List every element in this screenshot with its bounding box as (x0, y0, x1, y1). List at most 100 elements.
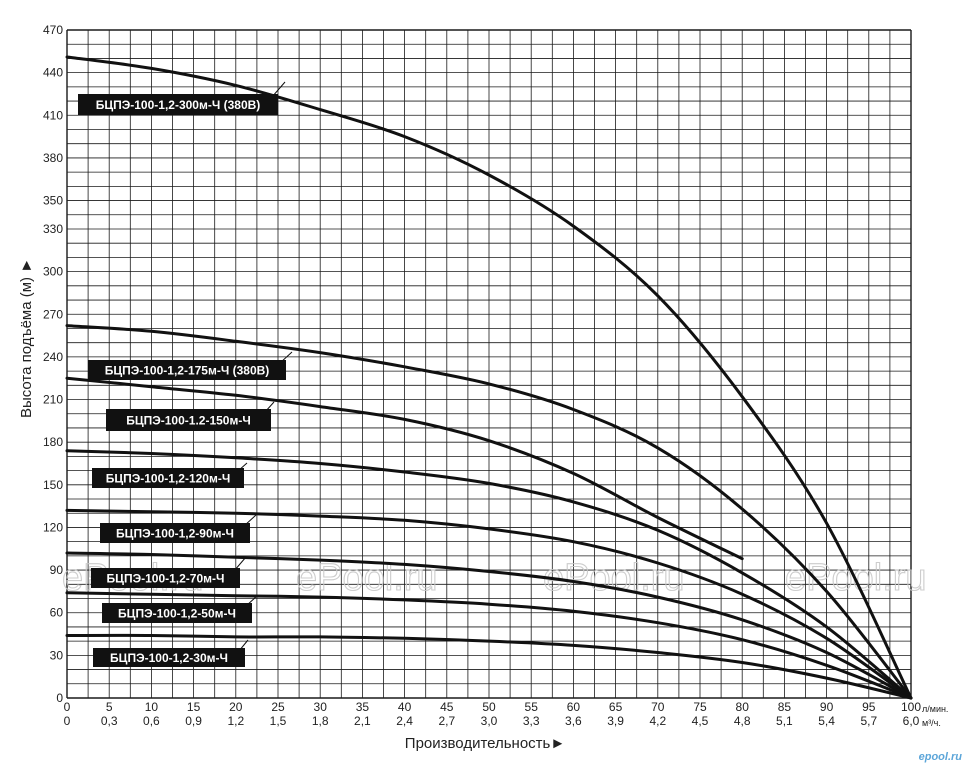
y-tick-label: 270 (43, 307, 63, 321)
series-label-box (92, 468, 244, 488)
x-tick-label: 100 (901, 700, 921, 714)
x2-tick-label: 4,8 (734, 714, 751, 728)
y-tick-label: 300 (43, 265, 63, 279)
x-tick-label: 70 (651, 700, 665, 714)
series-line-6 (65, 551, 913, 700)
x-tick-label: 90 (820, 700, 834, 714)
series-line-5 (65, 508, 913, 700)
y-tick-label: 0 (56, 691, 63, 705)
y-axis-title: Высота подъёма (м) ► (18, 258, 35, 418)
x2-tick-label: 3,0 (481, 714, 498, 728)
y-tick-label: 210 (43, 393, 63, 407)
x2-tick-label: 5,1 (776, 714, 793, 728)
x-tick-label: 95 (862, 700, 876, 714)
y-tick-label: 90 (50, 563, 64, 577)
series-label-box (100, 523, 250, 543)
x2-tick-label: 5,7 (860, 714, 877, 728)
series-line-3 (65, 376, 744, 561)
series-line-1 (65, 55, 913, 700)
series-label-7: БЦПЭ-100-1,2-50м-Ч (102, 595, 258, 623)
x-tick-label: 50 (482, 700, 496, 714)
series-labels: БЦПЭ-100-1,2-300м-Ч (380В) БЦПЭ-100-1,2-1… (78, 81, 293, 667)
x2-unit-label: м³/ч. (922, 718, 941, 728)
x2-tick-label: 6,0 (903, 714, 920, 728)
y-axis-ticks: 0 30 60 90 120 150 180 210 240 270 300 330 350 380 410… (43, 23, 63, 705)
x2-tick-label: 0 (64, 714, 71, 728)
series-line-2 (65, 324, 913, 700)
x2-axis-ticks: 0 0,3 0,6 0,9 1,2 1,5 1,8 2,1 2,4 2,7 3,0 3,3 3,6 3,9… (64, 714, 920, 728)
x2-tick-label: 1,2 (227, 714, 244, 728)
x-tick-label: 40 (398, 700, 412, 714)
x-tick-label: 80 (736, 700, 750, 714)
x-tick-label: 30 (314, 700, 328, 714)
x2-tick-label: 5,4 (818, 714, 835, 728)
series-label-8: БЦПЭ-100-1,2-30м-Ч (93, 639, 249, 667)
x2-tick-label: 3,9 (607, 714, 624, 728)
x-unit-label: л/мин. (922, 704, 948, 714)
series-label-3: БЦПЭ-100-1.2-150м-Ч (106, 401, 275, 431)
x-tick-label: 45 (440, 700, 454, 714)
x-tick-label: 35 (356, 700, 370, 714)
x2-tick-label: 4,2 (649, 714, 666, 728)
y-tick-label: 30 (50, 648, 64, 662)
x-tick-label: 20 (229, 700, 243, 714)
x2-tick-label: 2,7 (438, 714, 455, 728)
series-label-text: БЦПЭ-100-1,2-50м-Ч (118, 607, 236, 621)
x-tick-label: 15 (187, 700, 201, 714)
series-label-text: БЦПЭ-100-1,2-30м-Ч (110, 651, 228, 665)
x-tick-label: 85 (778, 700, 792, 714)
x2-tick-label: 1,5 (270, 714, 287, 728)
x-tick-label: 75 (693, 700, 707, 714)
series-label-text: БЦПЭ-100-1,2-175м-Ч (380В) (105, 364, 270, 378)
x2-tick-label: 0,3 (101, 714, 118, 728)
y-tick-label: 350 (43, 194, 63, 208)
series-label-6: БЦПЭ-100-1,2-70м-Ч (91, 556, 247, 588)
x2-tick-label: 2,1 (354, 714, 371, 728)
series-lines (65, 55, 913, 700)
x-tick-label: 0 (64, 700, 71, 714)
series-label-2: БЦПЭ-100-1,2-175м-Ч (380В) (88, 351, 293, 380)
y-tick-label: 330 (43, 222, 63, 236)
y-tick-label: 380 (43, 151, 63, 165)
series-label-box (93, 648, 245, 667)
y-tick-label: 470 (43, 23, 63, 37)
series-line-7 (65, 591, 913, 700)
series-label-text: БЦПЭ-100-1,2-90м-Ч (116, 527, 234, 541)
x2-tick-label: 3,3 (523, 714, 540, 728)
y-tick-label: 150 (43, 478, 63, 492)
series-label-box (91, 568, 240, 588)
y-tick-label: 60 (50, 606, 64, 620)
series-label-text: БЦПЭ-100-1,2-120м-Ч (106, 472, 231, 486)
brand-logo: epool.ru (919, 751, 963, 763)
x2-tick-label: 0,6 (143, 714, 160, 728)
y-tick-label: 180 (43, 435, 63, 449)
x-tick-label: 55 (525, 700, 539, 714)
x-tick-label: 25 (271, 700, 285, 714)
y-tick-label: 120 (43, 520, 63, 534)
x-axis-ticks: 0 5 10 15 20 25 30 35 40 45 50 55 60 65 70 75 80 85 90 95 10… (64, 700, 922, 714)
x-tick-label: 60 (567, 700, 581, 714)
y-tick-label: 240 (43, 350, 63, 364)
series-label-5: БЦПЭ-100-1,2-90м-Ч (100, 514, 257, 543)
x-axis-title: Производительность► (405, 735, 565, 752)
y-tick-label: 440 (43, 66, 63, 80)
series-label-text: БЦПЭ-100-1,2-70м-Ч (107, 572, 225, 586)
x2-tick-label: 3,6 (565, 714, 582, 728)
series-label-text: БЦПЭ-100-1.2-150м-Ч (126, 414, 251, 428)
series-label-box (102, 603, 252, 623)
series-label-box (78, 94, 278, 115)
series-label-text: БЦПЭ-100-1,2-300м-Ч (380В) (96, 98, 261, 112)
series-label-box (106, 409, 271, 431)
x2-tick-label: 1,8 (312, 714, 329, 728)
series-line-8 (65, 633, 913, 700)
x2-tick-label: 0,9 (185, 714, 202, 728)
series-label-4: БЦПЭ-100-1,2-120м-Ч (92, 462, 248, 488)
series-label-1: БЦПЭ-100-1,2-300м-Ч (380В) (78, 81, 286, 115)
series-label-box (88, 360, 286, 380)
x-tick-label: 10 (145, 700, 159, 714)
series-line-4 (65, 449, 913, 700)
x-tick-label: 65 (609, 700, 623, 714)
y-tick-label: 410 (43, 108, 63, 122)
